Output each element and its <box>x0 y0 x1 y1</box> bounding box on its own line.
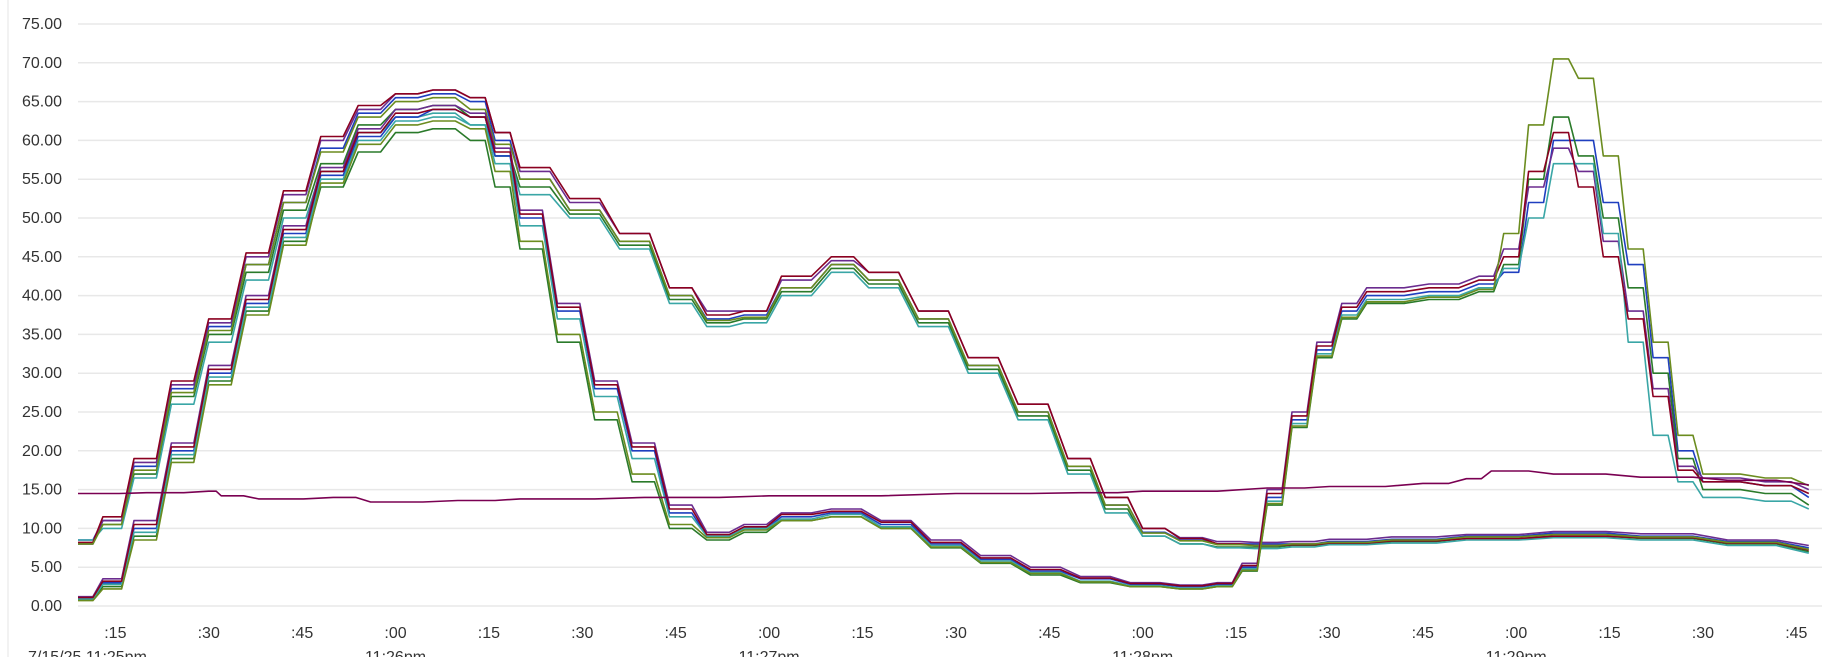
y-tick-label: 30.00 <box>22 365 62 382</box>
y-tick-label: 20.00 <box>22 443 62 460</box>
y-tick-label: 75.00 <box>22 16 62 33</box>
x-tick-label: :45 <box>291 625 313 642</box>
y-axis: 0.00 5.00 10.00 15.00 20.00 25.00 30.00 35.00 40… <box>22 16 62 615</box>
series-line-12 <box>78 58 1810 602</box>
x-tick-label: :15 <box>1598 625 1620 642</box>
x-tick-label: :00 <box>1505 625 1527 642</box>
series-line-9 <box>78 104 1810 598</box>
y-tick-label: 0.00 <box>31 598 62 615</box>
y-tick-label: 70.00 <box>22 55 62 72</box>
x-tick-label: :45 <box>1412 625 1434 642</box>
series-line-4 <box>78 112 1809 554</box>
x-tick-label: :30 <box>198 625 220 642</box>
x-tick-label: :30 <box>1318 625 1340 642</box>
x-tick-label: :45 <box>665 625 687 642</box>
y-tick-label: 65.00 <box>22 94 62 111</box>
x-tick-label: :15 <box>478 625 500 642</box>
y-tick-label: 60.00 <box>22 132 62 149</box>
x-tick-label: :15 <box>1225 625 1247 642</box>
x-tick-label: :00 <box>384 625 406 642</box>
y-tick-label: 35.00 <box>22 326 62 343</box>
x-axis: :15 7/15/25 11:25pm :30 :45 :00 11:26pm :15 :30… <box>28 625 1808 657</box>
series-line-13 <box>78 470 1809 503</box>
x-tick-label: :30 <box>945 625 967 642</box>
x-tick-label: :00 <box>758 625 780 642</box>
y-tick-label: 15.00 <box>22 482 62 499</box>
x-tick-label: :30 <box>571 625 593 642</box>
series-line-3 <box>78 89 1809 547</box>
series-line-7 <box>78 108 1810 599</box>
x-tick-label: :30 <box>1692 625 1714 642</box>
x-tick-label: :45 <box>1038 625 1060 642</box>
data-series <box>78 58 1810 602</box>
series-line-6 <box>78 96 1809 551</box>
y-tick-label: 55.00 <box>22 171 62 188</box>
x-tick-label: :15 <box>104 625 126 642</box>
series-line-10 <box>78 116 1810 600</box>
y-tick-label: 25.00 <box>22 404 62 421</box>
x-tick-label: :15 <box>851 625 873 642</box>
x-tick-sublabel: 11:26pm <box>365 649 426 657</box>
x-tick-sublabel: 11:28pm <box>1112 649 1173 657</box>
x-tick-label: :45 <box>1785 625 1807 642</box>
y-tick-label: 40.00 <box>22 288 62 305</box>
y-tick-label: 50.00 <box>22 210 62 227</box>
series-line-11 <box>78 108 1810 599</box>
y-tick-label: 5.00 <box>31 559 62 576</box>
y-tick-label: 10.00 <box>22 520 62 537</box>
x-tick-sublabel: 11:27pm <box>739 649 800 657</box>
x-tick-label: :00 <box>1131 625 1153 642</box>
x-tick-sublabel: 11:29pm <box>1486 649 1547 657</box>
series-line-5 <box>78 89 1809 551</box>
y-tick-label: 45.00 <box>22 249 62 266</box>
x-tick-sublabel: 7/15/25 11:25pm <box>28 649 147 657</box>
